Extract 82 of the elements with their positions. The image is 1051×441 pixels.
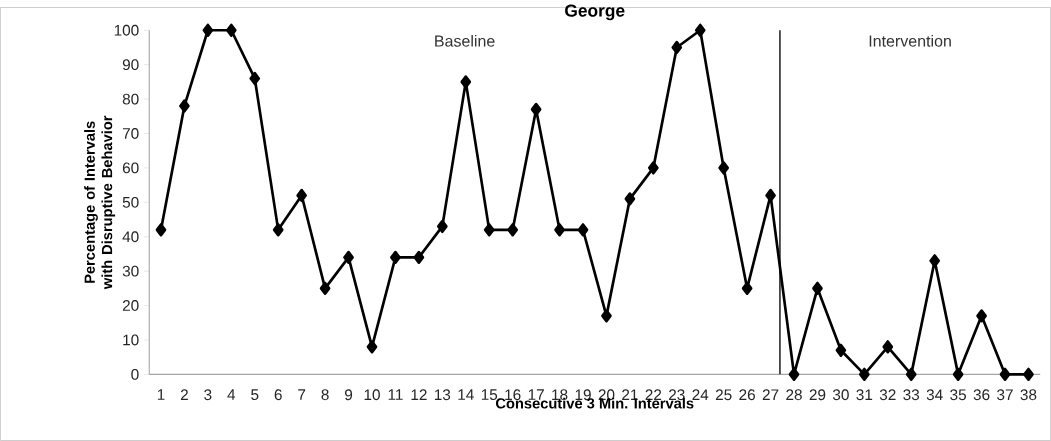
- point: [530, 102, 542, 117]
- point: [179, 99, 190, 113]
- y-tick-label: 20: [122, 300, 139, 311]
- x-tick-label: 11: [388, 389, 403, 400]
- y-tick-label: 40: [122, 231, 139, 243]
- point: [601, 309, 612, 323]
- x-tick-label: 34: [926, 389, 943, 401]
- x-tick-label: 2: [180, 389, 188, 401]
- x-tick-label: 1: [157, 389, 165, 400]
- x-tick-label: 31: [856, 389, 873, 401]
- point: [999, 367, 1011, 382]
- x-tick-label: 26: [739, 389, 755, 401]
- x-tick-label: 33: [903, 389, 920, 401]
- x-tick-label: 27: [762, 389, 779, 401]
- x-tick-label: 5: [251, 389, 259, 401]
- point: [765, 188, 776, 203]
- annotation: Intervention: [869, 35, 951, 47]
- y-tick-label: 10: [123, 334, 139, 346]
- x-tick-label: 28: [786, 389, 802, 401]
- point: [929, 254, 941, 268]
- point: [413, 250, 425, 265]
- point: [671, 40, 683, 55]
- point: [436, 219, 448, 234]
- point: [483, 223, 495, 237]
- x-tick-label: 36: [973, 389, 990, 401]
- point: [155, 223, 167, 237]
- x-tick-label: 30: [832, 389, 849, 401]
- point: [202, 23, 214, 37]
- point: [319, 281, 331, 296]
- y-tick-label: 0: [131, 368, 139, 380]
- x-tick-label: 29: [809, 389, 826, 401]
- point: [225, 23, 237, 37]
- point: [272, 223, 284, 237]
- point: [296, 188, 307, 203]
- point: [366, 340, 378, 354]
- x-tick-label: 12: [411, 389, 427, 401]
- y-tick-label: 100: [114, 24, 139, 36]
- x-tick-label: 32: [879, 389, 896, 401]
- annotation: Baseline: [435, 35, 495, 47]
- point: [249, 71, 261, 86]
- point: [554, 223, 565, 237]
- x-tick-label: 7: [298, 389, 306, 400]
- x-tick-label: 37: [997, 389, 1013, 401]
- point: [460, 75, 472, 89]
- x-tick-label: 3: [204, 389, 212, 401]
- point: [647, 161, 659, 175]
- point: [859, 367, 870, 382]
- point: [976, 309, 987, 323]
- point: [905, 367, 917, 382]
- x-tick-label: 9: [344, 389, 353, 401]
- chart-title: George: [565, 4, 625, 21]
- point: [624, 192, 636, 206]
- x-tick-label: 6: [274, 389, 282, 401]
- point: [694, 23, 706, 37]
- y-tick-label: 90: [122, 59, 139, 71]
- y-tick-label: 60: [122, 162, 139, 174]
- point: [812, 281, 823, 296]
- x-tick-label: 24: [692, 389, 709, 401]
- point: [718, 161, 730, 175]
- point: [507, 223, 518, 237]
- point: [343, 250, 354, 265]
- y-tick-label: 80: [122, 93, 139, 105]
- x-tick-label: 14: [458, 389, 474, 400]
- x-tick-label: 13: [434, 389, 451, 401]
- x-tick-label: 38: [1020, 389, 1037, 401]
- x-tick-label: 35: [950, 389, 967, 401]
- y-tick-label: 70: [122, 128, 139, 139]
- x-tick-label: 4: [227, 389, 236, 400]
- point: [577, 223, 589, 237]
- point: [741, 281, 753, 296]
- y-tick-label: 50: [122, 196, 139, 208]
- point: [952, 367, 964, 382]
- point: [835, 343, 847, 357]
- point: [788, 367, 800, 382]
- x-tick-label: 8: [321, 389, 329, 401]
- x-tick-label: 10: [364, 389, 380, 401]
- y-tick-label: 30: [122, 265, 139, 277]
- point: [390, 250, 401, 265]
- point: [1023, 367, 1034, 382]
- y-axis-title: Percentage of Intervals with Disruptive Behavior: [84, 115, 116, 290]
- x-tick-label: 25: [715, 389, 732, 401]
- point: [882, 340, 894, 354]
